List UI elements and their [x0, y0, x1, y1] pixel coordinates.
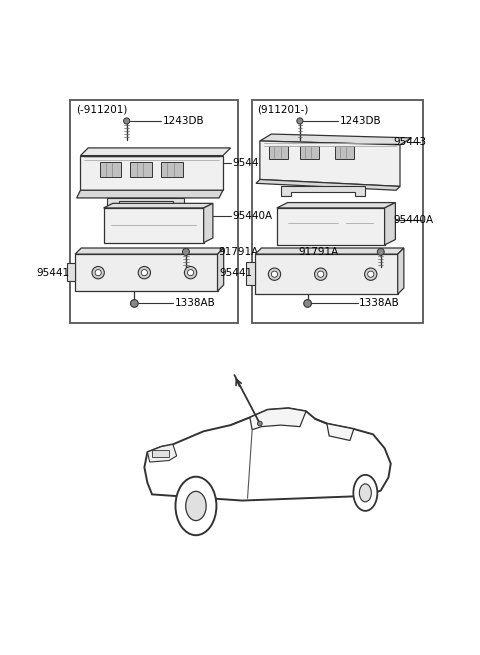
Text: 95440A: 95440A [232, 211, 272, 221]
Circle shape [271, 271, 277, 277]
Polygon shape [260, 134, 411, 145]
Circle shape [182, 248, 190, 255]
Polygon shape [255, 248, 404, 254]
Bar [161, 162, 183, 177]
Polygon shape [260, 141, 400, 187]
Text: 95441: 95441 [36, 268, 70, 278]
Text: (-911201): (-911201) [76, 104, 127, 115]
Bar [335, 145, 354, 159]
Text: 1338AB: 1338AB [359, 299, 400, 309]
Polygon shape [81, 148, 230, 156]
Polygon shape [108, 198, 184, 206]
Ellipse shape [186, 491, 206, 521]
Polygon shape [77, 190, 223, 198]
Polygon shape [104, 203, 213, 208]
Circle shape [123, 118, 130, 124]
Polygon shape [277, 208, 384, 245]
Polygon shape [104, 208, 204, 242]
Polygon shape [255, 254, 398, 294]
Polygon shape [250, 408, 306, 430]
Bar [152, 450, 169, 457]
Polygon shape [67, 263, 75, 281]
Bar [100, 162, 121, 177]
Circle shape [268, 268, 281, 280]
Text: 1243DB: 1243DB [340, 116, 382, 126]
Circle shape [95, 270, 101, 276]
Text: 91791A: 91791A [299, 247, 338, 257]
Text: 95443: 95443 [394, 137, 427, 147]
Text: 95440A: 95440A [394, 214, 434, 225]
Polygon shape [256, 179, 400, 190]
Bar [269, 145, 288, 159]
Bar [131, 162, 152, 177]
Text: 95441: 95441 [219, 268, 252, 278]
Polygon shape [204, 203, 213, 242]
Ellipse shape [360, 484, 372, 502]
Circle shape [138, 267, 151, 279]
Polygon shape [277, 202, 396, 208]
Circle shape [368, 271, 374, 277]
Circle shape [141, 270, 147, 276]
Bar [300, 145, 319, 159]
Circle shape [184, 267, 197, 279]
Circle shape [365, 268, 377, 280]
Ellipse shape [353, 475, 377, 511]
Text: 91791A: 91791A [218, 247, 259, 257]
Text: 1338AB: 1338AB [174, 299, 215, 309]
Ellipse shape [176, 477, 216, 535]
Circle shape [92, 267, 104, 279]
Text: 95443: 95443 [232, 159, 265, 168]
Circle shape [304, 299, 312, 307]
Polygon shape [81, 156, 223, 190]
Bar [252, 100, 423, 324]
Text: 1243DB: 1243DB [163, 116, 204, 126]
Polygon shape [75, 254, 217, 291]
Polygon shape [384, 202, 396, 245]
Circle shape [258, 421, 262, 426]
Polygon shape [217, 248, 224, 291]
Bar [71, 100, 238, 324]
Circle shape [297, 118, 303, 124]
Polygon shape [281, 187, 365, 196]
Polygon shape [327, 424, 354, 441]
Circle shape [377, 248, 384, 255]
Polygon shape [398, 248, 404, 294]
Circle shape [131, 299, 138, 307]
Text: (911201-): (911201-) [258, 104, 309, 115]
Circle shape [188, 270, 193, 276]
Polygon shape [147, 444, 177, 462]
Polygon shape [144, 408, 391, 500]
Polygon shape [75, 248, 224, 254]
Polygon shape [246, 262, 255, 285]
Circle shape [318, 271, 324, 277]
Circle shape [314, 268, 327, 280]
